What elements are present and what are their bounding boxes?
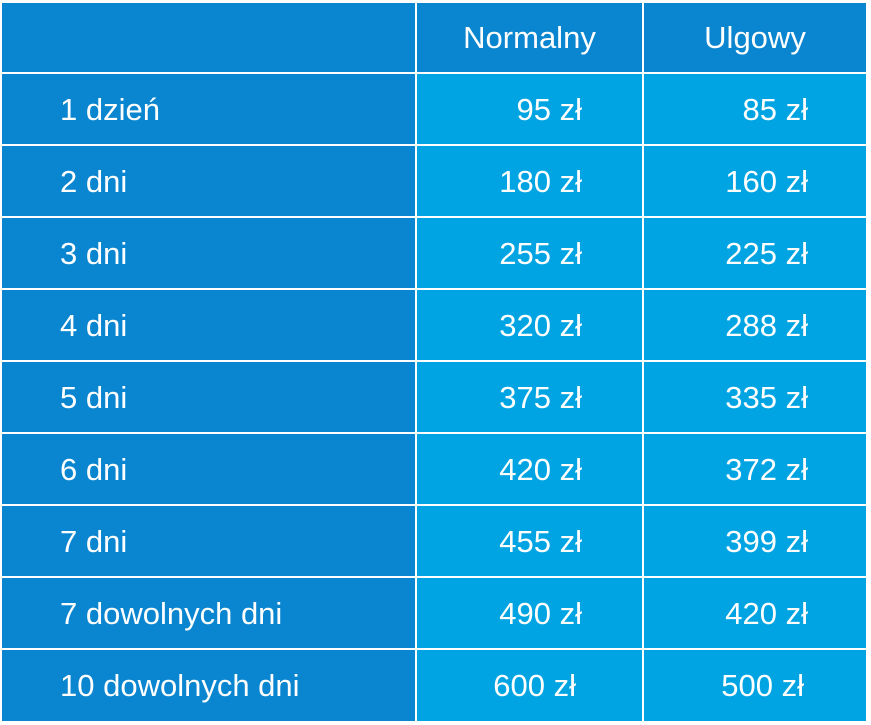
- normal-price: 320 zł: [415, 288, 644, 362]
- reduced-price: 399 zł: [642, 504, 866, 578]
- normal-price: 490 zł: [415, 576, 644, 650]
- normal-price: 455 zł: [415, 504, 644, 578]
- reduced-price: 372 zł: [642, 432, 866, 506]
- price-table: Normalny Ulgowy 1 dzień 95 zł 85 zł 2 dn…: [2, 3, 866, 721]
- reduced-price: 420 zł: [642, 576, 866, 650]
- table-row: 4 dni 320 zł 288 zł: [2, 288, 866, 362]
- reduced-price: 288 zł: [642, 288, 866, 362]
- table-row: 7 dowolnych dni 490 zł 420 zł: [2, 576, 866, 650]
- table-row: 10 dowolnych dni 600 zł 500 zł: [2, 648, 866, 721]
- header-reduced: Ulgowy: [642, 3, 866, 74]
- table-row: 1 dzień 95 zł 85 zł: [2, 72, 866, 146]
- reduced-price: 335 zł: [642, 360, 866, 434]
- header-normal: Normalny: [415, 3, 644, 74]
- normal-price: 95 zł: [415, 72, 644, 146]
- duration-label: 1 dzień: [2, 72, 417, 146]
- reduced-price: 500 zł: [642, 648, 866, 721]
- header-corner-cell: [2, 3, 417, 74]
- duration-label: 3 dni: [2, 216, 417, 290]
- table-row: 6 dni 420 zł 372 zł: [2, 432, 866, 506]
- table-row: 2 dni 180 zł 160 zł: [2, 144, 866, 218]
- normal-price: 600 zł: [415, 648, 644, 721]
- duration-label: 7 dni: [2, 504, 417, 578]
- duration-label: 7 dowolnych dni: [2, 576, 417, 650]
- reduced-price: 85 zł: [642, 72, 866, 146]
- table-row: 3 dni 255 zł 225 zł: [2, 216, 866, 290]
- normal-price: 420 zł: [415, 432, 644, 506]
- table-row: 7 dni 455 zł 399 zł: [2, 504, 866, 578]
- normal-price: 375 zł: [415, 360, 644, 434]
- reduced-price: 160 zł: [642, 144, 866, 218]
- duration-label: 10 dowolnych dni: [2, 648, 417, 721]
- duration-label: 5 dni: [2, 360, 417, 434]
- normal-price: 255 zł: [415, 216, 644, 290]
- duration-label: 4 dni: [2, 288, 417, 362]
- normal-price: 180 zł: [415, 144, 644, 218]
- reduced-price: 225 zł: [642, 216, 866, 290]
- duration-label: 2 dni: [2, 144, 417, 218]
- table-row: 5 dni 375 zł 335 zł: [2, 360, 866, 434]
- header-row: Normalny Ulgowy: [2, 3, 866, 74]
- duration-label: 6 dni: [2, 432, 417, 506]
